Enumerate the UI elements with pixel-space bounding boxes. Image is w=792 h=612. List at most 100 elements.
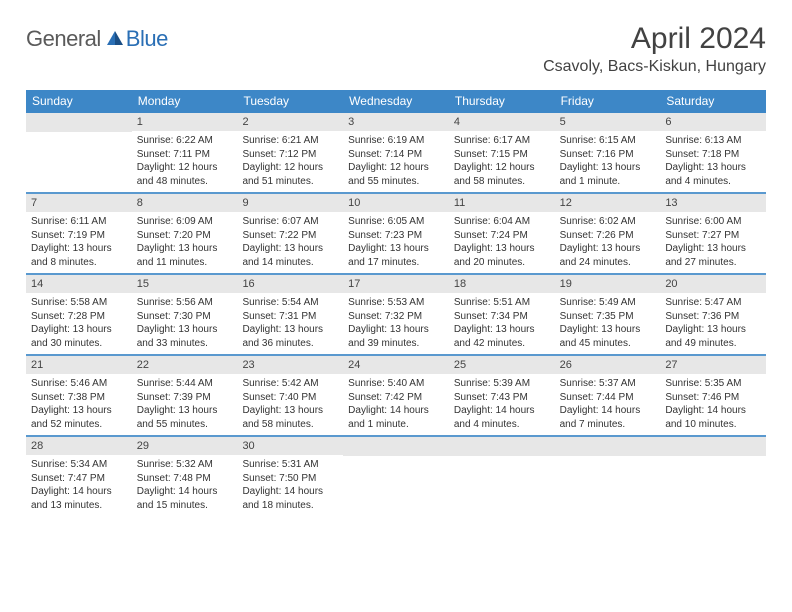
- sunset-text: Sunset: 7:15 PM: [454, 148, 550, 162]
- day-body: Sunrise: 5:51 AMSunset: 7:34 PMDaylight:…: [449, 293, 555, 354]
- daylight-text: Daylight: 13 hours and 36 minutes.: [242, 323, 338, 350]
- day-cell: [555, 437, 661, 516]
- daylight-text: Daylight: 12 hours and 55 minutes.: [348, 161, 444, 188]
- daylight-text: Daylight: 13 hours and 33 minutes.: [137, 323, 233, 350]
- daylight-text: Daylight: 12 hours and 58 minutes.: [454, 161, 550, 188]
- sunset-text: Sunset: 7:35 PM: [560, 310, 656, 324]
- sunset-text: Sunset: 7:39 PM: [137, 391, 233, 405]
- daylight-text: Daylight: 13 hours and 45 minutes.: [560, 323, 656, 350]
- sunset-text: Sunset: 7:30 PM: [137, 310, 233, 324]
- day-body: Sunrise: 5:32 AMSunset: 7:48 PMDaylight:…: [132, 455, 238, 516]
- daylight-text: Daylight: 13 hours and 52 minutes.: [31, 404, 127, 431]
- week-row: 1Sunrise: 6:22 AMSunset: 7:11 PMDaylight…: [26, 113, 766, 192]
- sunset-text: Sunset: 7:34 PM: [454, 310, 550, 324]
- daylight-text: Daylight: 13 hours and 30 minutes.: [31, 323, 127, 350]
- day-body: Sunrise: 5:58 AMSunset: 7:28 PMDaylight:…: [26, 293, 132, 354]
- daylight-text: Daylight: 14 hours and 10 minutes.: [665, 404, 761, 431]
- day-cell: 15Sunrise: 5:56 AMSunset: 7:30 PMDayligh…: [132, 275, 238, 354]
- day-cell: 26Sunrise: 5:37 AMSunset: 7:44 PMDayligh…: [555, 356, 661, 435]
- sunrise-text: Sunrise: 6:11 AM: [31, 215, 127, 229]
- day-cell: 3Sunrise: 6:19 AMSunset: 7:14 PMDaylight…: [343, 113, 449, 192]
- dow-monday: Monday: [132, 90, 238, 113]
- day-body: Sunrise: 6:22 AMSunset: 7:11 PMDaylight:…: [132, 131, 238, 192]
- sunset-text: Sunset: 7:26 PM: [560, 229, 656, 243]
- day-body: Sunrise: 5:31 AMSunset: 7:50 PMDaylight:…: [237, 455, 343, 516]
- day-body: Sunrise: 5:37 AMSunset: 7:44 PMDaylight:…: [555, 374, 661, 435]
- day-cell: 28Sunrise: 5:34 AMSunset: 7:47 PMDayligh…: [26, 437, 132, 516]
- daylight-text: Daylight: 13 hours and 39 minutes.: [348, 323, 444, 350]
- daynum-bar: 28: [26, 437, 132, 455]
- sunrise-text: Sunrise: 6:02 AM: [560, 215, 656, 229]
- day-body: Sunrise: 6:11 AMSunset: 7:19 PMDaylight:…: [26, 212, 132, 273]
- brand-logo: General Blue: [26, 26, 168, 52]
- sunset-text: Sunset: 7:11 PM: [137, 148, 233, 162]
- sunrise-text: Sunrise: 6:13 AM: [665, 134, 761, 148]
- sunset-text: Sunset: 7:38 PM: [31, 391, 127, 405]
- day-body: Sunrise: 5:46 AMSunset: 7:38 PMDaylight:…: [26, 374, 132, 435]
- day-cell: 14Sunrise: 5:58 AMSunset: 7:28 PMDayligh…: [26, 275, 132, 354]
- calendar: Sunday Monday Tuesday Wednesday Thursday…: [26, 90, 766, 516]
- day-cell: [449, 437, 555, 516]
- sunrise-text: Sunrise: 5:37 AM: [560, 377, 656, 391]
- sunset-text: Sunset: 7:46 PM: [665, 391, 761, 405]
- page-title: April 2024: [543, 22, 766, 56]
- day-cell: 25Sunrise: 5:39 AMSunset: 7:43 PMDayligh…: [449, 356, 555, 435]
- daylight-text: Daylight: 13 hours and 11 minutes.: [137, 242, 233, 269]
- day-cell: 22Sunrise: 5:44 AMSunset: 7:39 PMDayligh…: [132, 356, 238, 435]
- day-body: Sunrise: 5:39 AMSunset: 7:43 PMDaylight:…: [449, 374, 555, 435]
- dow-header-row: Sunday Monday Tuesday Wednesday Thursday…: [26, 90, 766, 113]
- sunrise-text: Sunrise: 6:09 AM: [137, 215, 233, 229]
- day-cell: 2Sunrise: 6:21 AMSunset: 7:12 PMDaylight…: [237, 113, 343, 192]
- daynum-bar-blank: [555, 437, 661, 456]
- day-body: Sunrise: 5:54 AMSunset: 7:31 PMDaylight:…: [237, 293, 343, 354]
- sunrise-text: Sunrise: 6:07 AM: [242, 215, 338, 229]
- day-cell: 16Sunrise: 5:54 AMSunset: 7:31 PMDayligh…: [237, 275, 343, 354]
- day-cell: [26, 113, 132, 192]
- daylight-text: Daylight: 13 hours and 58 minutes.: [242, 404, 338, 431]
- sunrise-text: Sunrise: 6:17 AM: [454, 134, 550, 148]
- daylight-text: Daylight: 14 hours and 7 minutes.: [560, 404, 656, 431]
- daylight-text: Daylight: 13 hours and 27 minutes.: [665, 242, 761, 269]
- sunset-text: Sunset: 7:20 PM: [137, 229, 233, 243]
- daynum-bar: 4: [449, 113, 555, 131]
- sunset-text: Sunset: 7:19 PM: [31, 229, 127, 243]
- week-row: 28Sunrise: 5:34 AMSunset: 7:47 PMDayligh…: [26, 437, 766, 516]
- day-cell: 6Sunrise: 6:13 AMSunset: 7:18 PMDaylight…: [660, 113, 766, 192]
- location-subtitle: Csavoly, Bacs-Kiskun, Hungary: [543, 58, 766, 76]
- day-body: Sunrise: 6:21 AMSunset: 7:12 PMDaylight:…: [237, 131, 343, 192]
- daynum-bar: 12: [555, 194, 661, 212]
- dow-wednesday: Wednesday: [343, 90, 449, 113]
- sunrise-text: Sunrise: 5:54 AM: [242, 296, 338, 310]
- week-row: 7Sunrise: 6:11 AMSunset: 7:19 PMDaylight…: [26, 194, 766, 273]
- sunrise-text: Sunrise: 5:40 AM: [348, 377, 444, 391]
- week-divider: [26, 273, 766, 275]
- day-body: Sunrise: 6:09 AMSunset: 7:20 PMDaylight:…: [132, 212, 238, 273]
- daylight-text: Daylight: 14 hours and 13 minutes.: [31, 485, 127, 512]
- daylight-text: Daylight: 13 hours and 20 minutes.: [454, 242, 550, 269]
- daynum-bar: 30: [237, 437, 343, 455]
- sunrise-text: Sunrise: 5:46 AM: [31, 377, 127, 391]
- day-body: Sunrise: 5:44 AMSunset: 7:39 PMDaylight:…: [132, 374, 238, 435]
- daynum-bar: 20: [660, 275, 766, 293]
- sunrise-text: Sunrise: 6:00 AM: [665, 215, 761, 229]
- daynum-bar-blank: [26, 113, 132, 132]
- day-cell: 4 Sunrise: 6:17 AMSunset: 7:15 PMDaylight…: [449, 113, 555, 192]
- day-cell: 5Sunrise: 6:15 AMSunset: 7:16 PMDaylight…: [555, 113, 661, 192]
- day-body: Sunrise: 6:15 AMSunset: 7:16 PMDaylight:…: [555, 131, 661, 192]
- day-body: Sunrise: 5:47 AMSunset: 7:36 PMDaylight:…: [660, 293, 766, 354]
- sunset-text: Sunset: 7:14 PM: [348, 148, 444, 162]
- daynum-bar: 9: [237, 194, 343, 212]
- daylight-text: Daylight: 14 hours and 4 minutes.: [454, 404, 550, 431]
- day-cell: 8Sunrise: 6:09 AMSunset: 7:20 PMDaylight…: [132, 194, 238, 273]
- sunset-text: Sunset: 7:40 PM: [242, 391, 338, 405]
- daynum-bar: 23: [237, 356, 343, 374]
- daynum-bar: 25: [449, 356, 555, 374]
- day-body: Sunrise: 5:56 AMSunset: 7:30 PMDaylight:…: [132, 293, 238, 354]
- daylight-text: Daylight: 13 hours and 14 minutes.: [242, 242, 338, 269]
- daylight-text: Daylight: 13 hours and 4 minutes.: [665, 161, 761, 188]
- day-cell: 11Sunrise: 6:04 AMSunset: 7:24 PMDayligh…: [449, 194, 555, 273]
- daylight-text: Daylight: 14 hours and 1 minute.: [348, 404, 444, 431]
- day-cell: 24Sunrise: 5:40 AMSunset: 7:42 PMDayligh…: [343, 356, 449, 435]
- title-block: April 2024 Csavoly, Bacs-Kiskun, Hungary: [543, 22, 766, 76]
- dow-tuesday: Tuesday: [237, 90, 343, 113]
